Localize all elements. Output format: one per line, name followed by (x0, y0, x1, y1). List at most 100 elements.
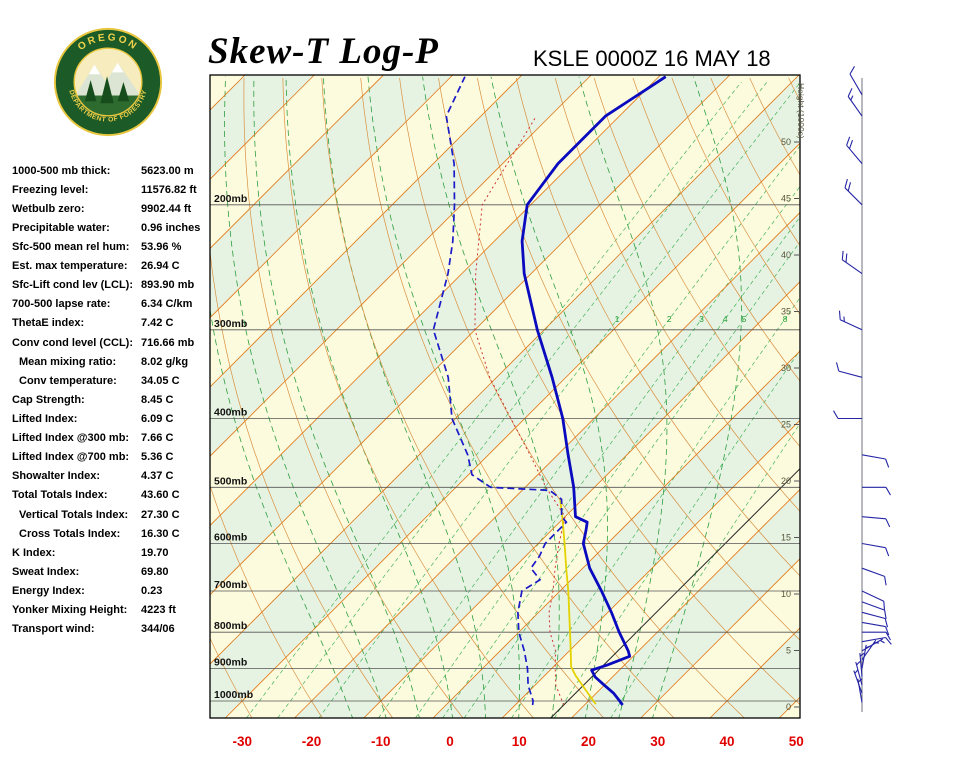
index-label: Total Totals Index: (12, 489, 108, 502)
index-value: 716.66 mb (141, 336, 195, 349)
index-row: Cap Strength: 8.45 C (12, 390, 212, 409)
wind-barb (861, 590, 886, 611)
wind-barb (861, 454, 890, 468)
height-label: 30 (781, 363, 791, 373)
index-row: Conv temperature: 34.05 C (12, 371, 212, 390)
index-value: 7.66 C (141, 432, 174, 445)
wind-barb (861, 601, 887, 619)
wind-barb (849, 66, 863, 96)
index-row: Yonker Mixing Height: 4223 ft (12, 601, 212, 620)
index-row: Sweat Index: 69.80 (12, 562, 212, 581)
index-row: Sfc-500 mean rel hum: 53.96 % (12, 237, 212, 256)
dry-adiabat (515, 77, 800, 577)
wind-barb (838, 310, 863, 331)
index-value: 16.30 C (141, 527, 180, 540)
wind-barb (861, 638, 885, 652)
odf-logo: OREGON DEPARTMENT OF FORESTRY (53, 27, 163, 137)
index-label: Est. max temperature: (12, 260, 128, 273)
dry-adiabat (905, 78, 960, 718)
index-label: Vertical Totals Index: (19, 508, 129, 521)
index-label: Conv cond level (CCL): (12, 336, 134, 349)
page-title: Skew-T Log-P (208, 31, 439, 72)
height-label: 10 (781, 589, 791, 599)
mixing-ratio-line (554, 349, 800, 718)
wind-barb (855, 661, 863, 686)
temp-axis-label: -30 (232, 734, 252, 749)
index-value: 4.37 C (141, 470, 174, 483)
dry-adiabat (399, 77, 745, 718)
index-label: Lifted Index: (12, 412, 78, 425)
temp-axis-label: 30 (650, 734, 665, 749)
moist-adiabat (422, 76, 560, 718)
mixing-ratio-label: 5 (742, 314, 747, 324)
index-value: 19.70 (141, 546, 169, 559)
index-label: Sfc-Lift cond lev (LCL): (12, 279, 133, 292)
reference-line (550, 468, 800, 718)
height-label: 35 (781, 307, 791, 317)
moist-adiabat (285, 76, 453, 718)
tree-icon (117, 82, 130, 102)
isotherm (210, 75, 246, 111)
index-label: 1000-500 mb thick: (12, 164, 111, 177)
wind-barb (862, 486, 891, 496)
index-row: Total Totals Index: 43.60 C (12, 486, 212, 505)
dry-adiabat (632, 77, 800, 382)
pressure-label: 800mb (214, 620, 247, 632)
index-label: Freezing level: (12, 183, 89, 196)
index-row: 1000-500 mb thick: 5623.00 m (12, 161, 212, 180)
wind-barb (846, 136, 863, 164)
index-row: Cross Totals Index: 16.30 C (12, 524, 212, 543)
height-label: 5 (786, 646, 791, 656)
dry-adiabat (554, 77, 800, 512)
temp-axis-label: 0 (446, 734, 454, 749)
wind-barb (861, 567, 887, 586)
mixing-ratio-label: 3 (699, 314, 704, 324)
index-row: Conv cond level (CCL): 716.66 mb (12, 333, 212, 352)
wind-barb-column (833, 66, 892, 712)
isotherm (210, 75, 800, 665)
tree-icon (100, 76, 114, 104)
index-value: 8.02 g/kg (141, 355, 189, 368)
dry-adiabat (73, 78, 182, 718)
mixing-ratio-line (511, 297, 800, 718)
index-label: K Index: (12, 546, 56, 559)
indices-panel: 1000-500 mb thick: 5623.00 m Freezing leve… (12, 161, 212, 639)
index-value: 7.42 C (141, 317, 174, 330)
index-label: Energy Index: (12, 584, 85, 597)
index-value: 6.34 C/km (141, 298, 193, 311)
index-value: 11576.82 ft (141, 183, 197, 196)
mixing-ratio-line (463, 241, 800, 718)
wind-barb (847, 88, 863, 117)
dry-adiabat (360, 77, 675, 718)
index-label: Conv temperature: (19, 374, 117, 387)
temp-axis-label: 20 (581, 734, 596, 749)
isotherm (210, 75, 661, 527)
pressure-label: 900mb (214, 657, 247, 669)
wind-barb (833, 410, 862, 420)
dry-adiabat (788, 77, 800, 102)
height-label: 15 (781, 533, 791, 543)
index-row: Mean mixing ratio: 8.02 g/kg (12, 352, 212, 371)
index-value: 34.05 C (141, 374, 180, 387)
index-row: Showalter Index: 4.37 C (12, 467, 212, 486)
dry-adiabat (828, 78, 960, 718)
mixing-ratio-label: 8 (783, 314, 788, 324)
dry-adiabat (210, 484, 323, 718)
temp-axis-label: 40 (719, 734, 734, 749)
pressure-label: 1000mb (214, 689, 253, 701)
wind-barb (861, 611, 889, 628)
isotherm (210, 75, 523, 388)
height-label: 40 (781, 250, 791, 260)
isotherm (640, 558, 800, 718)
index-row: 700-500 lapse rate: 6.34 C/km (12, 295, 212, 314)
index-row: Freezing level: 11576.82 ft (12, 180, 212, 199)
wind-barb (859, 652, 865, 678)
height-label: 0 (786, 702, 791, 712)
index-row: ThetaE index: 7.42 C (12, 314, 212, 333)
index-row: K Index: 19.70 (12, 543, 212, 562)
height-axis-title: Height (1000s) (796, 83, 806, 139)
temp-axis-label: 10 (512, 734, 527, 749)
